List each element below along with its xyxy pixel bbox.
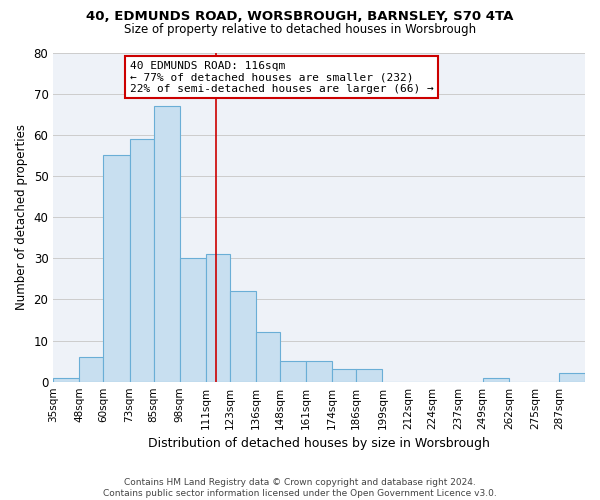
Text: Size of property relative to detached houses in Worsbrough: Size of property relative to detached ho… [124,22,476,36]
Bar [154,106,179,382]
Text: 40, EDMUNDS ROAD, WORSBROUGH, BARNSLEY, S70 4TA: 40, EDMUNDS ROAD, WORSBROUGH, BARNSLEY, … [86,10,514,23]
Text: Contains HM Land Registry data © Crown copyright and database right 2024.
Contai: Contains HM Land Registry data © Crown c… [103,478,497,498]
Text: 40 EDMUNDS ROAD: 116sqm
← 77% of detached houses are smaller (232)
22% of semi-d: 40 EDMUNDS ROAD: 116sqm ← 77% of detache… [130,60,433,94]
Bar [53,378,79,382]
Bar [306,361,332,382]
Y-axis label: Number of detached properties: Number of detached properties [15,124,28,310]
Bar [206,254,230,382]
Bar [103,156,130,382]
Bar [332,370,356,382]
Bar [256,332,280,382]
Bar [482,378,509,382]
Bar [280,361,306,382]
Bar [356,370,382,382]
X-axis label: Distribution of detached houses by size in Worsbrough: Distribution of detached houses by size … [148,437,490,450]
Bar [230,291,256,382]
Bar [130,139,154,382]
Bar [559,374,585,382]
Bar [179,258,206,382]
Bar [79,357,103,382]
